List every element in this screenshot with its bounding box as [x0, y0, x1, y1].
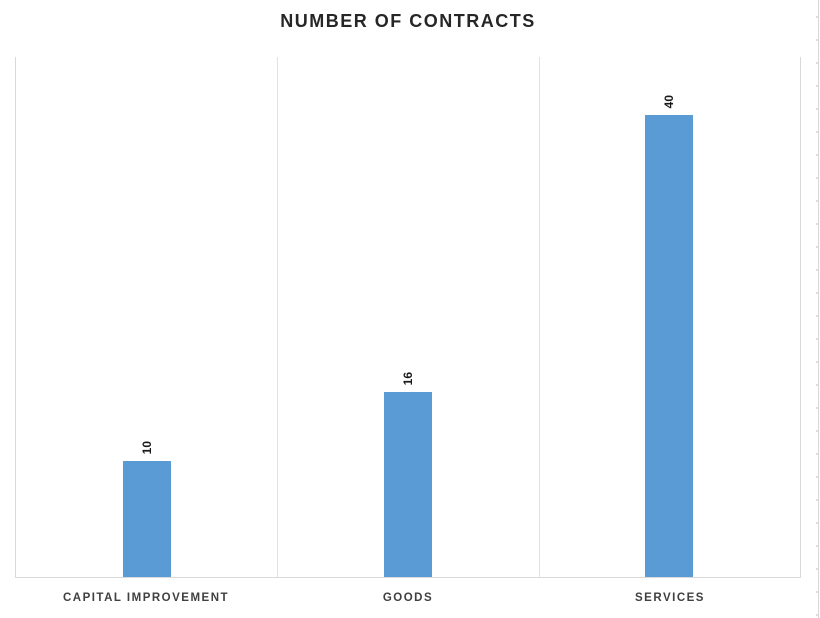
category-label-services: SERVICES [635, 592, 705, 604]
data-label: 10 [139, 440, 154, 454]
bar-services [645, 115, 694, 577]
bar-goods [383, 392, 432, 577]
data-label: 40 [662, 94, 677, 108]
category-separator-line [538, 57, 540, 577]
chart-title: NUMBER OF CONTRACTS [280, 11, 536, 31]
bar-series: 10 16 40 [16, 57, 800, 577]
data-label: 16 [400, 371, 415, 385]
plot-area: 10 16 40 [15, 57, 801, 578]
category-axis: CAPITAL IMPROVEMENT GOODS SERVICES [15, 592, 801, 604]
bar-group-services: 40 [539, 57, 800, 577]
sheet-edge-ruler-line [815, 0, 819, 618]
bar-group-goods: 16 [277, 57, 538, 577]
category-label-capital-improvement: CAPITAL IMPROVEMENT [62, 592, 230, 604]
bar-group-capital-improvement: 10 [16, 57, 277, 577]
category-separator-line [277, 57, 279, 577]
bar-capital-improvement [122, 461, 171, 577]
category-label-goods: GOODS [382, 592, 434, 604]
